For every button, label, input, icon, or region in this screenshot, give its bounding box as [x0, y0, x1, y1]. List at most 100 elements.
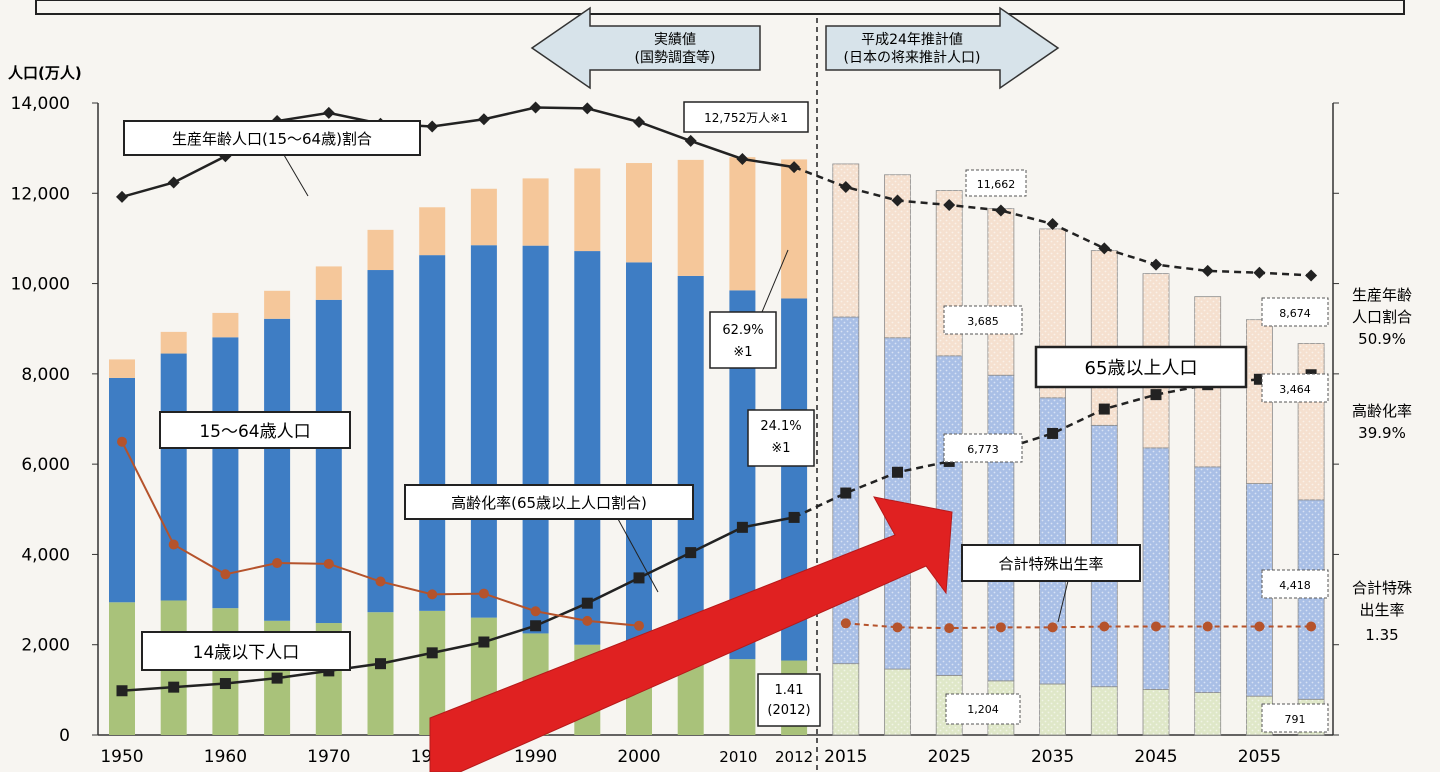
aging-rate-line-point-2035 — [1047, 427, 1059, 439]
right-fertility-summary: 合計特殊 出生率 1.35 — [1352, 579, 1412, 644]
bar-2010-0 — [729, 659, 756, 735]
banner-projection: 平成24年推計値 (日本の将来推計人口) — [825, 6, 1060, 90]
bar-1970-2 — [315, 266, 342, 300]
fertility-point-2015 — [840, 618, 851, 629]
working-ratio-line-point-2035 — [1046, 217, 1059, 230]
aging-rate-line-point-1950 — [116, 685, 128, 697]
bar-1950-0 — [109, 602, 135, 735]
fertility-point-1955 — [168, 539, 179, 550]
bar-pattern-2035-0 — [1039, 683, 1066, 735]
right-working-2: 人口割合 — [1352, 308, 1412, 326]
x-tick-label: 2025 — [928, 747, 971, 767]
value-4418-text: 4,418 — [1279, 579, 1311, 592]
value-11662-text: 11,662 — [977, 178, 1016, 191]
fertility-point-2045 — [1151, 621, 1161, 632]
bar-1985-1 — [470, 245, 497, 618]
bar-pattern-2045-0 — [1143, 689, 1169, 735]
aging-rate-line-point-2000 — [633, 572, 645, 584]
right-fertility-1: 合計特殊 — [1352, 579, 1412, 597]
banner-projection-line1: 平成24年推計値 — [861, 32, 963, 48]
working-ratio-line-point-2040 — [1098, 242, 1111, 255]
label-working-ratio: 生産年齢人口(15〜64歳)割合 — [172, 130, 372, 148]
bar-2005-2 — [677, 159, 704, 276]
working-ratio-line-point-1970 — [322, 106, 335, 119]
bar-1975-0 — [367, 612, 394, 735]
label-working-pop-box: 15〜64歳人口 — [159, 411, 351, 449]
working-ratio-line-point-2005 — [684, 134, 697, 147]
working-ratio-line-point-2050 — [1201, 264, 1214, 277]
right-working-3: 50.9% — [1358, 330, 1406, 348]
x-tick-label: 1960 — [204, 747, 247, 767]
y-tick-label: 8,000 — [21, 365, 70, 385]
bar-1980-1 — [419, 255, 446, 611]
aging-rate-line-point-2055 — [1253, 373, 1265, 385]
aging-rate-line-point-1955 — [168, 681, 180, 693]
banner-actual-line1: 実績値 — [654, 32, 696, 48]
working-ratio-line-point-2010 — [736, 152, 749, 165]
right-fertility-2: 出生率 — [1359, 601, 1404, 619]
bar-1960-0 — [212, 608, 239, 735]
right-axis-ticks — [1333, 102, 1339, 736]
label-working-ratio-box: 生産年齢人口(15〜64歳)割合 — [123, 120, 421, 156]
x-tick-label: 2015 — [824, 747, 867, 767]
working-ratio-line-point-2045 — [1150, 258, 1162, 271]
bar-1960-2 — [212, 312, 239, 338]
fertility-point-1985 — [478, 588, 489, 599]
working-ratio-line-point-2000 — [633, 115, 645, 128]
working-ratio-line-point-1955 — [167, 176, 180, 189]
x-tick-label: 2055 — [1238, 747, 1281, 767]
aging-rate-line-point-1975 — [375, 658, 386, 670]
bar-pattern-2040-0 — [1091, 686, 1118, 735]
bar-pattern-2050-1 — [1194, 466, 1221, 693]
fertility-point-2020 — [892, 622, 903, 633]
right-fertility-3: 1.35 — [1365, 626, 1398, 644]
working-ratio-line-point-2055 — [1253, 266, 1266, 279]
red-arrow — [429, 496, 953, 772]
bar-pattern-2015-0 — [832, 663, 859, 735]
bar-1975-2 — [367, 229, 394, 271]
right-aging-summary: 高齢化率 39.9% — [1352, 402, 1412, 442]
right-aging-1: 高齢化率 — [1352, 402, 1412, 420]
aging-rate-line-point-2040 — [1098, 403, 1110, 415]
callout-241-line2: ※1 — [771, 441, 790, 456]
banner-projection-line2: (日本の将来推計人口) — [844, 50, 981, 66]
leader-629 — [761, 249, 789, 313]
aging-rate-line-point-1990 — [530, 620, 542, 632]
working-ratio-line-point-2015 — [839, 180, 852, 193]
fertility-point-1980 — [427, 589, 438, 600]
x-tick-label: 2012 — [775, 748, 813, 766]
bar-1970-1 — [315, 299, 342, 624]
callout-629-line1: 62.9% — [722, 323, 763, 338]
aging-rate-line-point-2005 — [685, 547, 697, 559]
aging-rate-line-point-1980 — [426, 647, 438, 659]
value-6773: 6,773 — [943, 433, 1023, 463]
leader-working — [283, 154, 309, 197]
label-fertility: 合計特殊出生率 — [998, 555, 1103, 573]
fertility-point-1950 — [117, 436, 127, 447]
bar-1955-2 — [160, 331, 187, 354]
bar-2012-2 — [781, 159, 808, 299]
working-ratio-line-point-1950 — [116, 190, 128, 203]
fertility-point-2025 — [944, 623, 955, 634]
working-ratio-line-point-2012 — [788, 161, 801, 174]
y-axis: 0 2,000 4,000 6,000 8,000 10,000 12,000 14,000 — [11, 94, 99, 746]
bar-1950-2 — [109, 359, 135, 378]
label-elderly-pop: 65歳以上人口 — [1085, 358, 1198, 379]
bar-1995-1 — [574, 251, 601, 645]
bar-1990-2 — [522, 178, 549, 246]
bar-1950-1 — [109, 377, 135, 603]
callout-fert-2012: 1.41 (2012) — [757, 673, 821, 727]
aging-rate-line-point-1985 — [478, 636, 490, 648]
aging-rate-line-point-2010 — [736, 521, 748, 533]
fertility-point-2055 — [1254, 621, 1265, 632]
label-working-pop: 15〜64歳人口 — [199, 422, 310, 442]
y-tick-label: 12,000 — [11, 184, 70, 204]
aging-rate-line-point-2015 — [840, 487, 852, 499]
banner-actual: 実績値 (国勢調査等) — [530, 6, 761, 90]
working-ratio-line-point-2060 — [1305, 269, 1318, 282]
value-8674: 8,674 — [1261, 297, 1329, 327]
fertility-point-2050 — [1202, 621, 1213, 632]
value-6773-text: 6,773 — [967, 443, 999, 456]
aging-rate-line-point-2020 — [892, 466, 903, 478]
